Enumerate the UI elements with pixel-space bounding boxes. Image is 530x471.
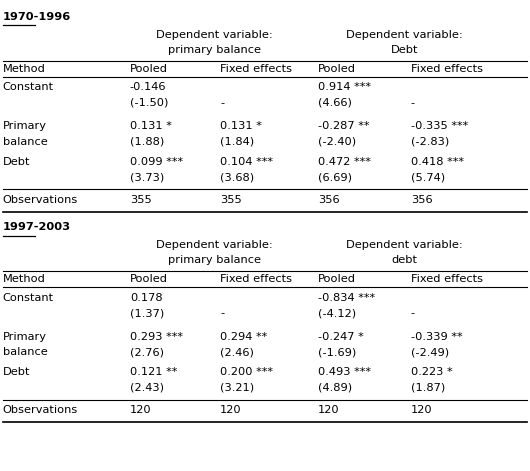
Text: (3.68): (3.68) <box>220 172 254 183</box>
Text: 0.294 **: 0.294 ** <box>220 332 267 341</box>
Text: 120: 120 <box>318 405 340 415</box>
Text: Method: Method <box>3 274 46 284</box>
Text: 0.418 ***: 0.418 *** <box>411 157 464 167</box>
Text: 120: 120 <box>220 405 242 415</box>
Text: (1.88): (1.88) <box>130 137 164 147</box>
Text: 356: 356 <box>411 195 432 205</box>
Text: 1970-1996: 1970-1996 <box>3 12 71 22</box>
Text: 0.914 ***: 0.914 *** <box>318 82 371 92</box>
Text: -0.146: -0.146 <box>130 82 166 92</box>
Text: debt: debt <box>391 255 417 266</box>
Text: 0.472 ***: 0.472 *** <box>318 157 371 167</box>
Text: -0.335 ***: -0.335 *** <box>411 121 468 131</box>
Text: Fixed effects: Fixed effects <box>220 274 292 284</box>
Text: (5.74): (5.74) <box>411 172 445 183</box>
Text: balance: balance <box>3 347 47 357</box>
Text: 120: 120 <box>411 405 432 415</box>
Text: 355: 355 <box>220 195 242 205</box>
Text: balance: balance <box>3 137 47 147</box>
Text: 1997-2003: 1997-2003 <box>3 222 71 232</box>
Text: (2.43): (2.43) <box>130 383 164 393</box>
Text: Dependent variable:: Dependent variable: <box>346 30 463 40</box>
Text: 120: 120 <box>130 405 152 415</box>
Text: -0.834 ***: -0.834 *** <box>318 292 375 303</box>
Text: 0.121 **: 0.121 ** <box>130 367 177 377</box>
Text: (-2.49): (-2.49) <box>411 347 449 357</box>
Text: Fixed effects: Fixed effects <box>411 274 483 284</box>
Text: (1.37): (1.37) <box>130 308 164 318</box>
Text: 0.223 *: 0.223 * <box>411 367 453 377</box>
Text: Primary: Primary <box>3 332 47 341</box>
Text: Method: Method <box>3 64 46 74</box>
Text: 0.493 ***: 0.493 *** <box>318 367 371 377</box>
Text: (3.73): (3.73) <box>130 172 164 183</box>
Text: Debt: Debt <box>3 157 30 167</box>
Text: -0.247 *: -0.247 * <box>318 332 364 341</box>
Text: Debt: Debt <box>391 45 418 55</box>
Text: (2.76): (2.76) <box>130 347 164 357</box>
Text: (2.46): (2.46) <box>220 347 254 357</box>
Text: Observations: Observations <box>3 405 78 415</box>
Text: (1.87): (1.87) <box>411 383 445 393</box>
Text: Pooled: Pooled <box>318 64 356 74</box>
Text: (-2.83): (-2.83) <box>411 137 449 147</box>
Text: 0.178: 0.178 <box>130 292 163 303</box>
Text: (4.89): (4.89) <box>318 383 352 393</box>
Text: -0.287 **: -0.287 ** <box>318 121 369 131</box>
Text: Fixed effects: Fixed effects <box>220 64 292 74</box>
Text: Debt: Debt <box>3 367 30 377</box>
Text: 0.099 ***: 0.099 *** <box>130 157 183 167</box>
Text: (-4.12): (-4.12) <box>318 308 356 318</box>
Text: (-1.50): (-1.50) <box>130 98 168 108</box>
Text: primary balance: primary balance <box>168 255 261 266</box>
Text: 0.131 *: 0.131 * <box>220 121 262 131</box>
Text: 0.200 ***: 0.200 *** <box>220 367 273 377</box>
Text: -: - <box>411 308 415 318</box>
Text: -: - <box>220 98 224 108</box>
Text: (4.66): (4.66) <box>318 98 352 108</box>
Text: Constant: Constant <box>3 292 54 303</box>
Text: -: - <box>220 308 224 318</box>
Text: Pooled: Pooled <box>130 274 168 284</box>
Text: Pooled: Pooled <box>130 64 168 74</box>
Text: 356: 356 <box>318 195 340 205</box>
Text: 355: 355 <box>130 195 152 205</box>
Text: Pooled: Pooled <box>318 274 356 284</box>
Text: 0.104 ***: 0.104 *** <box>220 157 273 167</box>
Text: -: - <box>411 98 415 108</box>
Text: Fixed effects: Fixed effects <box>411 64 483 74</box>
Text: 0.293 ***: 0.293 *** <box>130 332 183 341</box>
Text: Dependent variable:: Dependent variable: <box>156 240 273 250</box>
Text: (6.69): (6.69) <box>318 172 352 183</box>
Text: (-1.69): (-1.69) <box>318 347 356 357</box>
Text: Observations: Observations <box>3 195 78 205</box>
Text: 0.131 *: 0.131 * <box>130 121 172 131</box>
Text: (1.84): (1.84) <box>220 137 254 147</box>
Text: Dependent variable:: Dependent variable: <box>156 30 273 40</box>
Text: Dependent variable:: Dependent variable: <box>346 240 463 250</box>
Text: Primary: Primary <box>3 121 47 131</box>
Text: (-2.40): (-2.40) <box>318 137 356 147</box>
Text: -0.339 **: -0.339 ** <box>411 332 462 341</box>
Text: (3.21): (3.21) <box>220 383 254 393</box>
Text: Constant: Constant <box>3 82 54 92</box>
Text: primary balance: primary balance <box>168 45 261 55</box>
